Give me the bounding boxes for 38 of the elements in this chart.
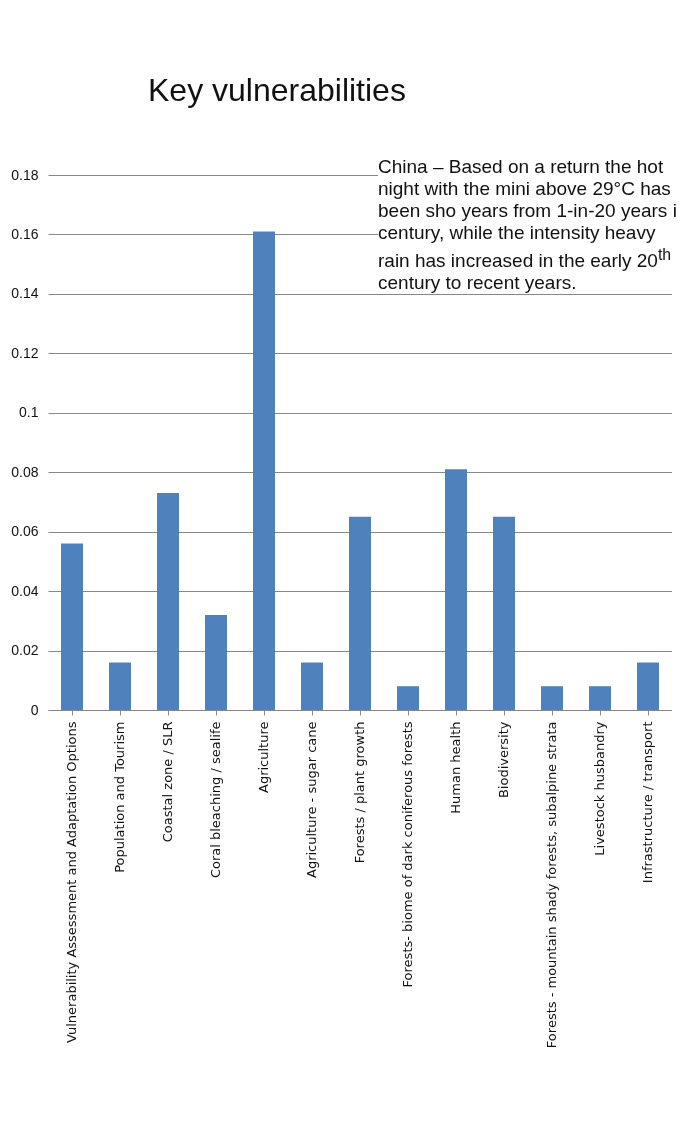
bar: [445, 469, 467, 710]
y-tick-label: 0.14: [11, 285, 39, 302]
x-tick-label: Biodiversity: [496, 721, 511, 799]
x-tick-label: Coastal zone / SLR: [160, 721, 175, 843]
bar: [157, 493, 179, 710]
chart-title: Key vulnerabilities: [140, 72, 414, 109]
bar: [253, 231, 275, 710]
x-tick-label: Agriculture: [256, 721, 271, 793]
bar: [301, 662, 323, 710]
bar: [61, 543, 83, 710]
x-tick-label: Vulnerability Assessment and Adaptation Options: [64, 721, 79, 1044]
y-tick-label: 0.02: [11, 642, 39, 659]
x-tick-label: Forests- biome of dark coniferous forests: [400, 721, 415, 988]
x-tick-label: Infrastructure / transport: [640, 721, 655, 884]
bar: [493, 516, 515, 710]
y-tick-label: 0.1: [19, 404, 39, 421]
y-tick-label: 0.16: [11, 225, 39, 242]
bar: [349, 516, 371, 710]
x-tick-label: Livestock husbandry: [592, 721, 607, 856]
x-tick-label: Agriculture - sugar cane: [304, 721, 319, 879]
y-tick-label: 0.12: [11, 344, 39, 361]
y-tick-label: 0.08: [11, 463, 39, 480]
text: China – Based on a return the hot night with the mini above 29°C has been sho years from 1-in-20 years i century, while the intensity heavy rain has increased in the early 20$^{th}$ century to recent years.: [378, 156, 677, 294]
x-tick-label: Forests / plant growth: [352, 721, 367, 864]
bar: [589, 686, 611, 710]
y-tick-label: 0.18: [11, 166, 39, 183]
x-tick-label: Coral bleaching / sealife: [208, 721, 223, 879]
bar: [109, 662, 131, 710]
bar: [541, 686, 563, 710]
x-tick-label: Human health: [448, 721, 463, 814]
bar: [637, 662, 659, 710]
y-tick-label: 0.06: [11, 523, 39, 540]
y-tick-label: 0: [30, 701, 39, 718]
x-tick-label: Population and Tourism: [112, 721, 127, 873]
y-tick-label: 0.04: [11, 582, 39, 599]
x-tick-label: Forests - mountain shady forests, subalpine strata: [544, 721, 559, 1049]
bar: [397, 686, 419, 710]
bar: [205, 614, 227, 710]
